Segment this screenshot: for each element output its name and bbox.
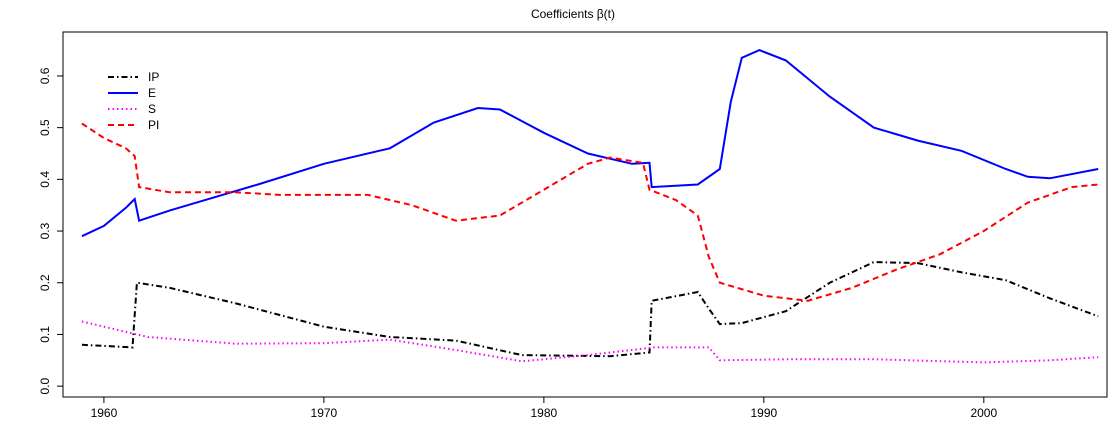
y-tick-label: 0.1 bbox=[38, 326, 52, 343]
legend-label: S bbox=[148, 102, 156, 116]
legend-label: PI bbox=[148, 118, 159, 132]
x-tick-label: 2000 bbox=[970, 406, 997, 420]
y-tick-label: 0.0 bbox=[38, 377, 52, 394]
legend-label: IP bbox=[148, 70, 159, 84]
x-tick-label: 1970 bbox=[311, 406, 338, 420]
y-tick-label: 0.5 bbox=[38, 119, 52, 136]
series-line bbox=[81, 122, 1099, 302]
y-tick-label: 0.3 bbox=[38, 222, 52, 239]
x-tick-label: 1990 bbox=[750, 406, 777, 420]
y-tick-label: 0.6 bbox=[38, 67, 52, 84]
x-tick-label: 1980 bbox=[531, 406, 558, 420]
y-tick-label: 0.4 bbox=[38, 171, 52, 188]
chart-title: Coefficients β(t) bbox=[531, 7, 615, 21]
series-line bbox=[81, 49, 1099, 238]
series-line bbox=[81, 261, 1099, 358]
x-tick-label: 1960 bbox=[91, 406, 118, 420]
legend-label: E bbox=[148, 86, 156, 100]
plot-frame bbox=[62, 31, 1108, 398]
y-tick-label: 0.2 bbox=[38, 274, 52, 291]
